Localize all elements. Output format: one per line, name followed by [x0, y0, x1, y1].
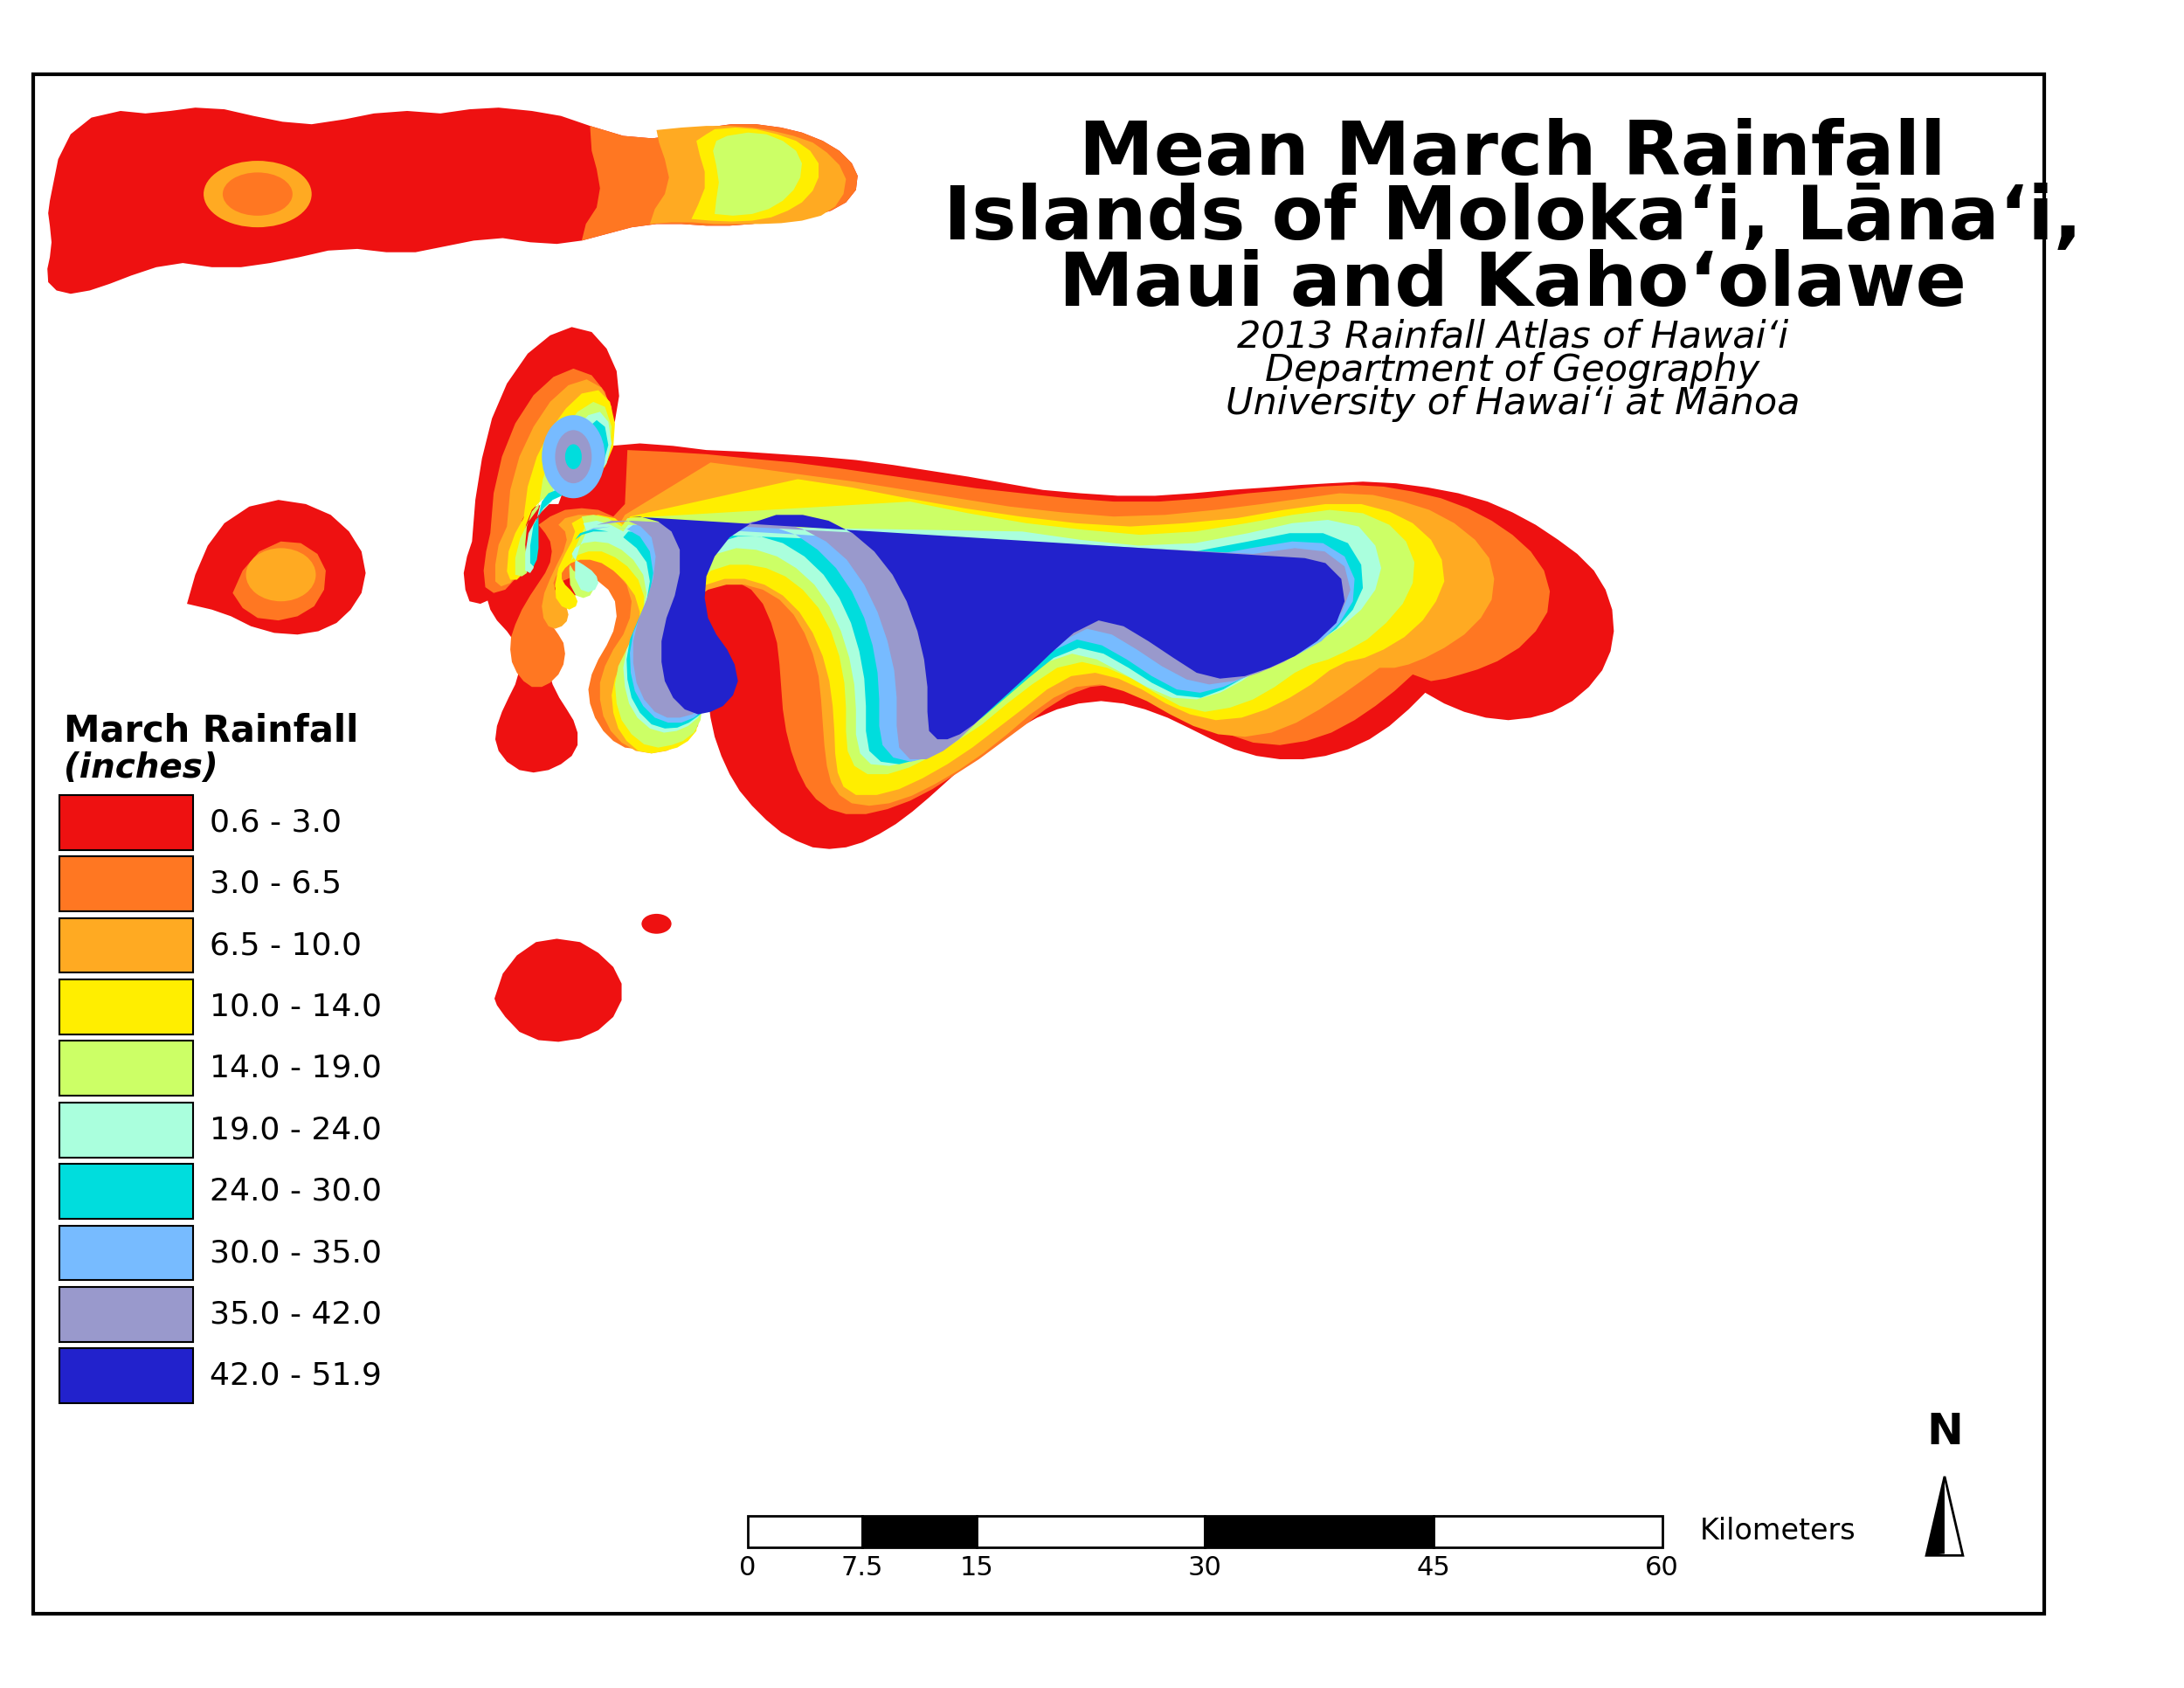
Text: N: N [1926, 1411, 1963, 1453]
Polygon shape [622, 515, 1345, 739]
Bar [59, 918, 192, 972]
Bar [59, 795, 192, 849]
Ellipse shape [642, 913, 670, 933]
Bar [1433, 1516, 1662, 1548]
Polygon shape [651, 127, 845, 225]
Polygon shape [483, 444, 1614, 849]
Polygon shape [581, 125, 858, 241]
Text: 30.0 - 35.0: 30.0 - 35.0 [210, 1237, 382, 1268]
Polygon shape [507, 390, 616, 579]
Text: 30: 30 [1188, 1555, 1223, 1580]
Text: 0.6 - 3.0: 0.6 - 3.0 [210, 807, 341, 837]
Bar [59, 1102, 192, 1158]
Polygon shape [494, 939, 622, 1041]
Text: 7.5: 7.5 [841, 1555, 882, 1580]
Text: March Rainfall: March Rainfall [63, 712, 358, 749]
Bar [59, 1349, 192, 1403]
Polygon shape [596, 520, 1350, 760]
Text: 60: 60 [1645, 1555, 1679, 1580]
Bar [1206, 1516, 1433, 1548]
Polygon shape [188, 500, 365, 635]
Polygon shape [511, 451, 1551, 814]
Ellipse shape [542, 415, 605, 498]
Polygon shape [524, 412, 612, 572]
Text: 2013 Rainfall Atlas of Hawaiʻi: 2013 Rainfall Atlas of Hawaiʻi [1236, 319, 1789, 356]
Text: 6.5 - 10.0: 6.5 - 10.0 [210, 930, 360, 960]
Ellipse shape [247, 549, 317, 601]
Polygon shape [555, 479, 1444, 795]
Text: (inches): (inches) [63, 751, 218, 785]
Text: Islands of Molokaʻi, Lānaʻi,: Islands of Molokaʻi, Lānaʻi, [943, 182, 2081, 255]
Text: 24.0 - 30.0: 24.0 - 30.0 [210, 1177, 382, 1207]
Text: 14.0 - 19.0: 14.0 - 19.0 [210, 1053, 382, 1084]
Text: Maui and Kahoʻolawe: Maui and Kahoʻolawe [1059, 248, 1966, 321]
Polygon shape [496, 380, 612, 586]
Polygon shape [570, 501, 1415, 775]
Text: 35.0 - 42.0: 35.0 - 42.0 [210, 1300, 382, 1328]
Text: 3.0 - 6.5: 3.0 - 6.5 [210, 869, 341, 898]
Polygon shape [712, 133, 802, 216]
Bar [59, 856, 192, 912]
Polygon shape [48, 108, 858, 294]
Ellipse shape [555, 430, 592, 483]
Polygon shape [463, 327, 618, 604]
Polygon shape [483, 368, 612, 592]
Polygon shape [542, 463, 1494, 805]
Bar [59, 1225, 192, 1280]
Ellipse shape [223, 172, 293, 216]
Polygon shape [234, 542, 325, 621]
Polygon shape [1944, 1477, 1963, 1555]
Bar [59, 979, 192, 1035]
Bar [976, 1516, 1206, 1548]
Text: 15: 15 [959, 1555, 994, 1580]
Bar [59, 1286, 192, 1342]
Polygon shape [692, 128, 819, 221]
Text: Kilometers: Kilometers [1699, 1518, 1856, 1546]
Text: Mean March Rainfall: Mean March Rainfall [1079, 118, 1946, 191]
Ellipse shape [203, 160, 312, 228]
Text: 0: 0 [740, 1555, 756, 1580]
Text: 45: 45 [1417, 1555, 1450, 1580]
Polygon shape [1926, 1477, 1944, 1555]
Polygon shape [515, 402, 612, 576]
Text: 42.0 - 51.9: 42.0 - 51.9 [210, 1361, 382, 1391]
Bar [59, 1165, 192, 1219]
Bar [59, 1041, 192, 1096]
Polygon shape [531, 420, 609, 567]
Polygon shape [572, 520, 1380, 766]
Text: 10.0 - 14.0: 10.0 - 14.0 [210, 993, 382, 1021]
Polygon shape [574, 528, 1363, 765]
Text: 19.0 - 24.0: 19.0 - 24.0 [210, 1116, 382, 1144]
Bar [863, 1516, 976, 1548]
Text: University of Hawaiʻi at Mānoa: University of Hawaiʻi at Mānoa [1225, 385, 1800, 422]
Ellipse shape [566, 444, 581, 469]
Text: Department of Geography: Department of Geography [1265, 353, 1760, 388]
Bar [747, 1516, 863, 1548]
Polygon shape [585, 525, 1354, 761]
